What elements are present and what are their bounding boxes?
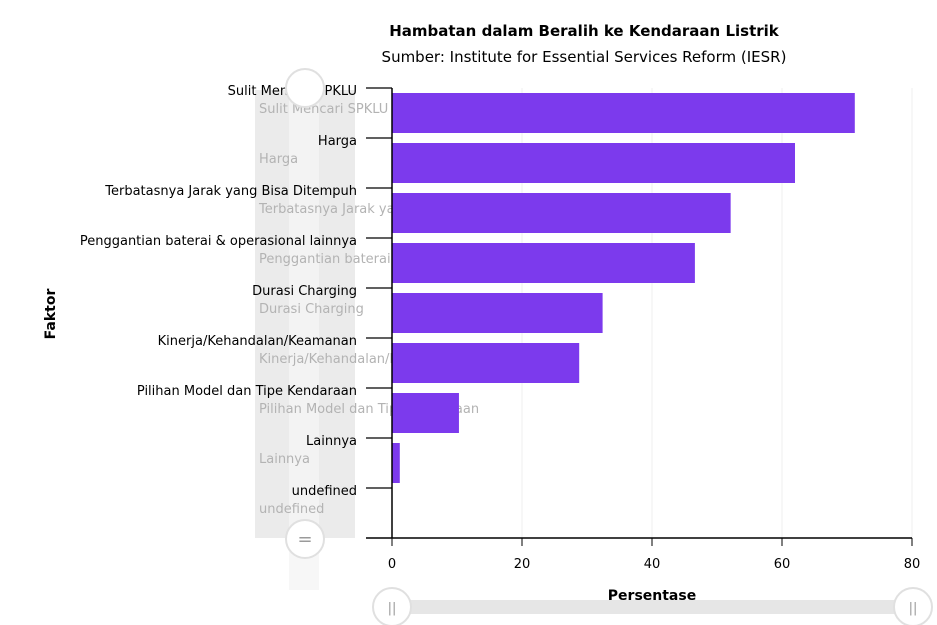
slider-preview-label: Durasi Charging xyxy=(259,302,364,317)
bar[interactable] xyxy=(392,193,731,233)
bar[interactable] xyxy=(392,443,400,483)
y-axis-ticks: Sulit Mencari SPKLU Harga Terbatasnya Jara… xyxy=(80,84,392,499)
x-slider-right-handle[interactable]: || xyxy=(893,587,933,625)
x-tick-label: 80 xyxy=(904,557,921,572)
handle-grip-icon: || xyxy=(388,601,397,616)
slider-preview-label: Lainnya xyxy=(259,452,310,467)
x-tick-label: 20 xyxy=(514,557,531,572)
slider-preview-label: undefined xyxy=(259,502,324,517)
bar[interactable] xyxy=(392,343,580,383)
y-tick-label: Harga xyxy=(318,134,357,149)
x-tick-label: 40 xyxy=(644,557,661,572)
chart-title: Hambatan dalam Beralih ke Kendaraan List… xyxy=(389,22,780,40)
handle-grip-icon: = xyxy=(297,529,312,550)
y-slider-bottom-handle[interactable]: = xyxy=(285,519,325,559)
x-tick-label: 60 xyxy=(774,557,791,572)
bar[interactable] xyxy=(392,143,795,183)
y-tick-label: Pilihan Model dan Tipe Kendaraan xyxy=(137,384,357,399)
x-slider-left-handle[interactable]: || xyxy=(372,587,412,625)
slider-preview-label: Sulit Mencari SPKLU xyxy=(259,102,388,117)
chart-subtitle: Sumber: Institute for Essential Services… xyxy=(382,48,787,66)
bars xyxy=(392,93,855,483)
y-tick-label: Durasi Charging xyxy=(252,284,357,299)
bar[interactable] xyxy=(392,93,855,133)
x-axis-ticks: 0 20 40 60 80 xyxy=(388,538,920,572)
y-slider-top-handle[interactable] xyxy=(285,68,325,108)
y-axis-title: Faktor xyxy=(43,289,59,340)
y-tick-label: undefined xyxy=(292,484,357,499)
x-range-slider-track[interactable] xyxy=(392,600,912,614)
y-range-slider-rail xyxy=(289,90,319,590)
y-tick-label: Terbatasnya Jarak yang Bisa Ditempuh xyxy=(104,184,357,199)
y-tick-label: Lainnya xyxy=(306,434,357,449)
bar[interactable] xyxy=(392,393,459,433)
bar[interactable] xyxy=(392,243,695,283)
slider-preview-label: Harga xyxy=(259,152,298,167)
y-tick-label: Kinerja/Kehandalan/Keamanan xyxy=(158,334,357,349)
x-tick-label: 0 xyxy=(388,557,396,572)
y-tick-label: Penggantian baterai & operasional lainny… xyxy=(80,234,357,249)
bar[interactable] xyxy=(392,293,603,333)
handle-grip-icon: || xyxy=(909,601,918,616)
